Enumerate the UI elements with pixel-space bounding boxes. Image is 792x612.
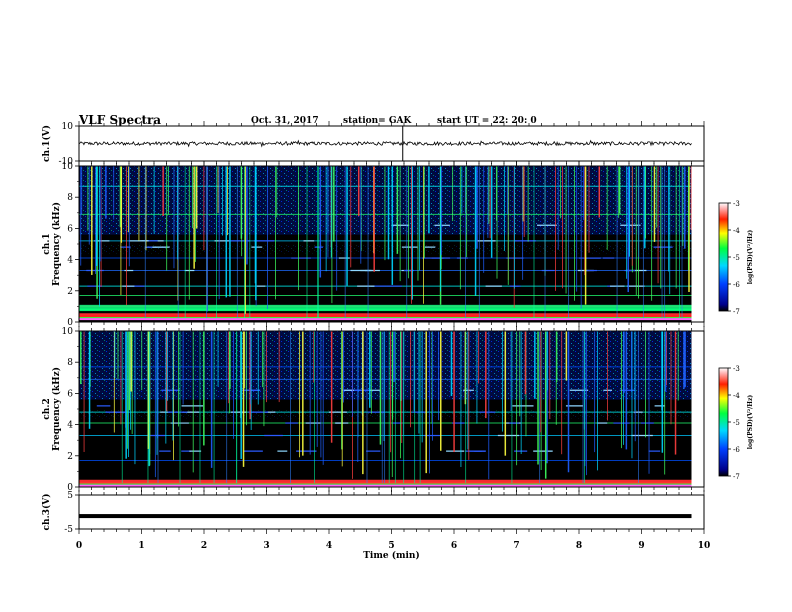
colorbar-tick-label: -7 [733,473,740,481]
y-tick-label: 10 [62,327,74,337]
x-tick-label: 3 [263,541,269,551]
colorbar [718,367,729,477]
lf-red-band [79,481,692,484]
colorbar-label: log(PSD)(V²/Hz) [747,230,754,285]
y-tick-label: 10 [62,162,74,172]
x-tick-label: 4 [326,541,332,551]
noise-speckle-low [79,409,692,419]
x-tick-label: 10 [698,541,711,551]
waveform-axis-label: ch.1(V) [41,125,52,162]
frequency-axis-label: Frequency (kHz) [51,367,62,451]
x-tick-label: 8 [576,541,582,551]
colorbar-tick-label: -6 [733,281,740,289]
y-tick-label: 8 [67,193,73,203]
y-tick-label: 5 [67,491,73,501]
frequency-axis-label: Frequency (kHz) [51,202,62,286]
x-tick-label: 9 [638,541,644,551]
colorbar-tick-label: -4 [733,227,740,235]
colorbar-label: log(PSD)(V²/Hz) [747,395,754,450]
y-tick-label: 10 [62,122,74,132]
colorbar-tick-label: -3 [733,200,740,208]
y-tick-label: 4 [67,421,73,431]
y-tick-label: 6 [67,389,73,399]
colorbar-tick-label: -5 [733,419,740,427]
x-tick-label: 7 [513,541,519,551]
channel-label: ch.2 [42,398,52,419]
colorbar-tick-label: -5 [733,254,740,262]
x-axis-label: Time (min) [363,550,420,561]
y-tick-label: 4 [67,256,73,266]
ch3-trace [79,514,692,519]
y-tick-label: 0 [67,483,73,493]
colorbar-tick-label: -6 [733,446,740,454]
start-time-label: start UT = 22: 20: 0 [437,116,537,126]
noise-speckle [79,331,692,400]
panel-frame [78,330,705,488]
y-tick-label: 8 [67,358,73,368]
colorbar-tick-label: -7 [733,308,740,316]
waveform-axis-label: ch.3(V) [41,494,52,531]
y-tick-label: 6 [67,224,73,234]
lf-magenta-band [79,318,692,321]
y-tick-label: -10 [59,157,74,167]
x-tick-label: 0 [76,541,82,551]
x-tick-label: 1 [138,541,144,551]
x-tick-label: 5 [388,541,394,551]
lf-strip [79,304,692,312]
colorbar-tick-label: -4 [733,392,740,400]
y-tick-label: 2 [67,287,73,297]
panel-bg [79,495,704,529]
y-tick-label: -5 [64,525,73,535]
panel-frame [78,165,705,323]
station-label: station= GAK [343,116,412,126]
panel-frame [78,494,705,530]
y-tick-label: 0 [67,318,73,328]
colorbar [718,202,729,312]
y-tick-label: 2 [67,452,73,462]
colorbar-tick-label: -3 [733,365,740,373]
ch1-trace [78,139,692,148]
date-label: Oct. 31, 2017 [251,116,319,126]
x-tick-label: 6 [451,541,457,551]
figure-title: VLF Spectra [79,113,162,127]
lf-magenta-band [79,484,692,487]
x-tick-label: 2 [201,541,207,551]
channel-label: ch.1 [42,233,52,254]
lf-red-band [79,314,692,317]
